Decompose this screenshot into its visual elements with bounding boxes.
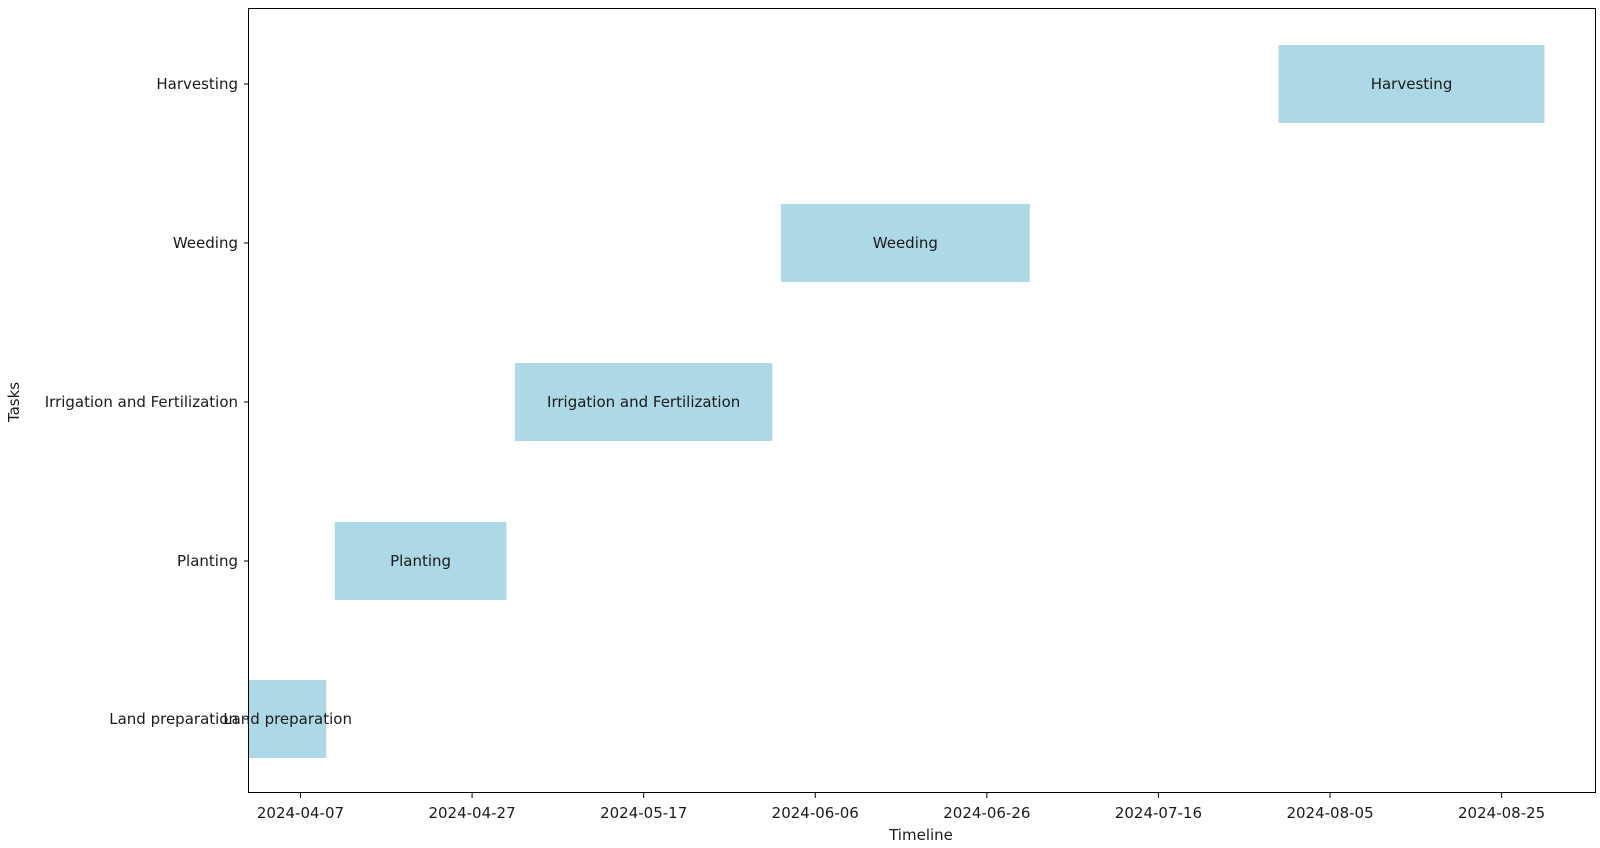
bar-label-harvesting: Harvesting: [1371, 75, 1453, 93]
bar-label-planting: Planting: [390, 552, 451, 570]
y-tick-label-land-preparation: Land preparation: [109, 710, 238, 728]
bar-weeding: [780, 204, 1030, 282]
bar-land-preparation: [249, 680, 327, 758]
bar-irrigation-and-fertilization: [514, 363, 773, 441]
bars-layer: [249, 45, 1545, 758]
x-tick-label: 2024-06-26: [943, 804, 1030, 822]
y-tick-label-irrigation-and-fertilization: Irrigation and Fertilization: [45, 393, 238, 411]
x-axis: 2024-04-07 2024-04-27 2024-05-17 2024-06-06…: [257, 793, 1545, 822]
x-tick-label: 2024-04-07: [257, 804, 344, 822]
x-tick-label: 2024-05-17: [600, 804, 687, 822]
y-tick-label-planting: Planting: [177, 552, 238, 570]
bar-label-weeding: Weeding: [873, 234, 938, 252]
bar-labels-layer: Land preparation Planting Irrigation and F…: [223, 75, 1452, 728]
bar-label-land-preparation: Land preparation: [223, 710, 352, 728]
x-tick-label: 2024-04-27: [428, 804, 515, 822]
y-tick-label-weeding: Weeding: [173, 234, 238, 252]
bar-planting: [334, 522, 507, 600]
x-tick-label: 2024-07-16: [1115, 804, 1202, 822]
x-tick-label: 2024-06-06: [772, 804, 859, 822]
y-axis: Land preparation Planting Irrigation and F…: [45, 75, 249, 728]
bar-label-irrigation-and-fertilization: Irrigation and Fertilization: [547, 393, 740, 411]
bar-harvesting: [1278, 45, 1545, 123]
x-tick-label: 2024-08-05: [1286, 804, 1373, 822]
x-tick-label: 2024-08-25: [1458, 804, 1545, 822]
x-axis-label: Timeline: [888, 826, 953, 844]
plot-frame: [248, 8, 1596, 793]
y-tick-label-harvesting: Harvesting: [156, 75, 238, 93]
y-axis-label: Tasks: [5, 382, 23, 423]
